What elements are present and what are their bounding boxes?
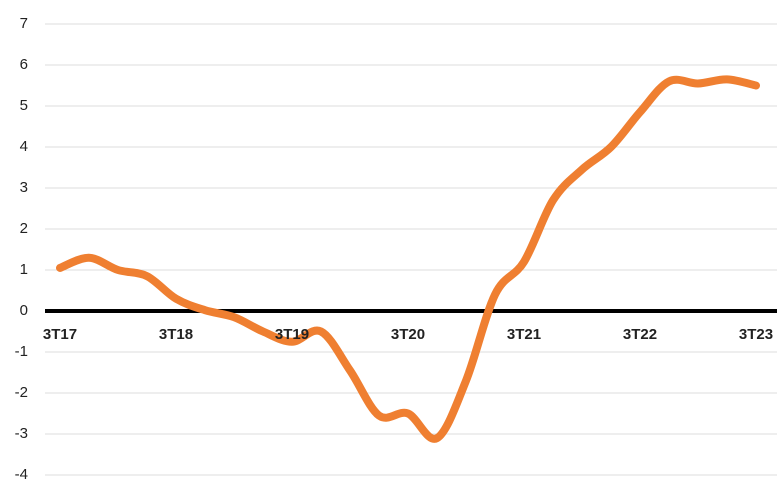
y-tick-label: -2 (15, 384, 28, 401)
x-tick-label: 3T19 (275, 326, 309, 343)
y-tick-label: 5 (20, 97, 28, 114)
y-tick-label: 1 (20, 261, 28, 278)
y-tick-label: -3 (15, 425, 28, 442)
y-tick-label: 2 (20, 220, 28, 237)
x-tick-label: 3T17 (43, 326, 77, 343)
line (56, 75, 760, 443)
x-tick-label: 3T21 (507, 326, 541, 343)
y-tick-label: 3 (20, 179, 28, 196)
y-tick-label: 0 (20, 302, 28, 319)
y-tick-label: 7 (20, 15, 28, 32)
x-tick-label: 3T22 (623, 326, 657, 343)
x-tick-label: 3T20 (391, 326, 425, 343)
x-tick-label: 3T18 (159, 326, 193, 343)
y-tick-label: 6 (20, 56, 28, 73)
x-tick-label: 3T23 (739, 326, 773, 343)
y-tick-label: -1 (15, 343, 28, 360)
y-tick-label: -4 (15, 466, 28, 480)
y-tick-label: 4 (20, 138, 28, 155)
